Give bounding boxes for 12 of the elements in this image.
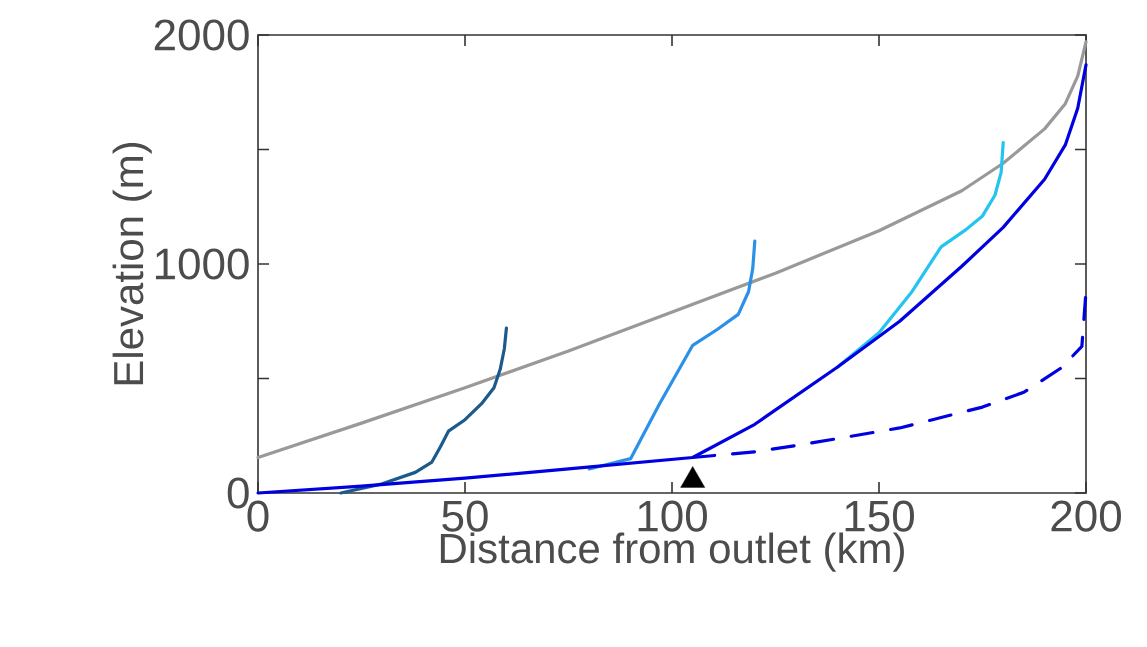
x-tick-label: 100: [638, 500, 707, 532]
y-tick-label: 0: [227, 477, 249, 509]
x-axis-title: Distance from outlet (km): [440, 532, 904, 572]
x-tick-label: 50: [442, 500, 488, 532]
line-series: [339, 326, 509, 495]
x-tick-label: 0: [247, 500, 269, 532]
y-tick-label: 1000: [155, 248, 249, 280]
y-tick-label: 2000: [154, 19, 249, 51]
line-series: [587, 239, 757, 471]
x-tick-label: 200: [1051, 500, 1121, 532]
x-tick-label: 150: [845, 500, 914, 532]
y-axis-title: Elevation (m): [112, 142, 152, 385]
